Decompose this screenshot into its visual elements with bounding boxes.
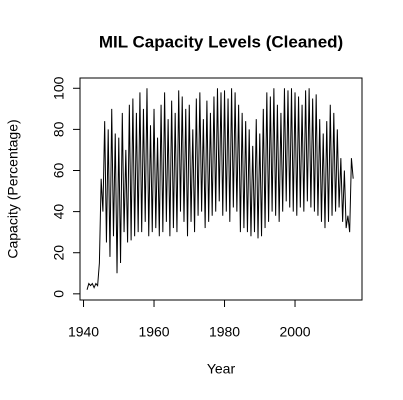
y-tick-label: 60 <box>51 163 67 179</box>
x-tick-label: 1980 <box>209 324 240 340</box>
y-tick-label: 0 <box>51 290 67 298</box>
x-tick-label: 1940 <box>68 324 99 340</box>
x-axis-label: Year <box>207 361 236 377</box>
x-tick-label: 2000 <box>279 324 310 340</box>
data-line <box>86 88 354 290</box>
plot-box <box>79 77 363 301</box>
y-axis-label: Capacity (Percentage) <box>5 119 21 258</box>
y-tick-label: 20 <box>51 245 67 261</box>
chart-title: MIL Capacity Levels (Cleaned) <box>99 32 343 51</box>
x-tick-label: 1960 <box>138 324 169 340</box>
y-tick-label: 100 <box>51 76 67 100</box>
y-tick-label: 80 <box>51 121 67 137</box>
y-tick-label: 40 <box>51 204 67 220</box>
